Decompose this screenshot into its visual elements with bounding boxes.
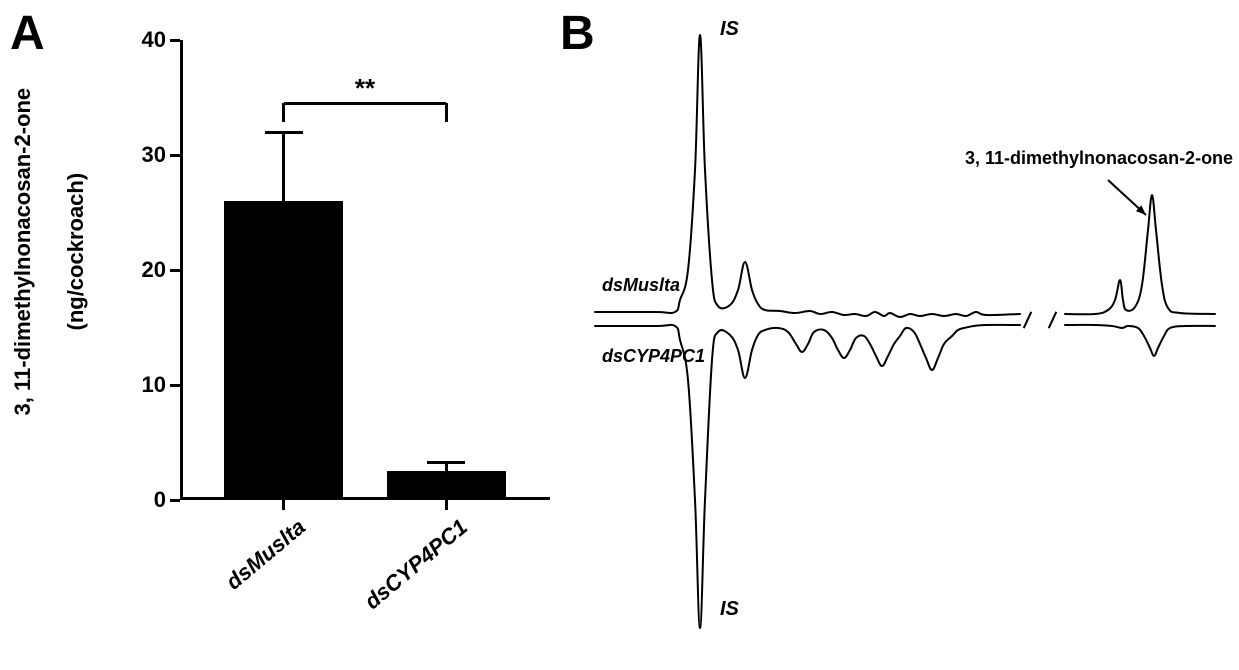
figure-root: A 3, 11-dimethylnonacosan-2-one (ng/cock… xyxy=(0,0,1239,670)
y-tick xyxy=(170,154,180,157)
axis-break-mark xyxy=(1049,312,1057,328)
y-tick-label: 40 xyxy=(142,27,166,53)
chromatogram-trace-bottom xyxy=(1065,325,1215,356)
panel-a-label: A xyxy=(10,6,45,61)
x-tick-label: dsCYP4PC1 xyxy=(349,514,473,624)
significance-bracket xyxy=(282,103,285,121)
y-tick xyxy=(170,499,180,502)
y-tick-label: 30 xyxy=(142,142,166,168)
axis-break-mark xyxy=(1024,312,1032,328)
bar xyxy=(224,201,342,497)
is-label-bottom: IS xyxy=(720,598,739,621)
x-tick xyxy=(445,500,448,510)
x-tick-label: dsMuslta xyxy=(186,514,310,624)
significance-label: ** xyxy=(350,73,380,104)
y-tick-label: 10 xyxy=(142,372,166,398)
y-tick xyxy=(170,269,180,272)
chromatogram-trace-top xyxy=(1065,195,1215,314)
y-axis-label-line1: 3, 11-dimethylnonacosan-2-one xyxy=(10,88,35,416)
trace-label-top: dsMuslta xyxy=(602,275,680,296)
bar-chart-panel: 3, 11-dimethylnonacosan-2-one (ng/cockro… xyxy=(50,20,590,640)
y-tick-label: 0 xyxy=(154,487,166,513)
chromatogram-trace-bottom xyxy=(595,325,1020,628)
chromatogram-panel: dsMuslta dsCYP4PC1 IS IS 3, 11-dimethyln… xyxy=(560,0,1239,640)
chromatogram-svg xyxy=(560,0,1239,640)
bar xyxy=(387,471,505,497)
y-axis-line xyxy=(180,40,183,500)
y-axis-label-line2: (ng/cockroach) xyxy=(63,173,88,331)
x-tick xyxy=(282,500,285,510)
x-axis-line xyxy=(180,497,550,500)
errorbar-cap xyxy=(265,131,303,134)
is-label-top: IS xyxy=(720,18,739,41)
trace-label-bottom: dsCYP4PC1 xyxy=(602,346,705,367)
errorbar-cap xyxy=(427,461,465,464)
significance-bracket xyxy=(445,103,448,121)
bar-chart-plot-area: 010203040dsMusltadsCYP4PC1** xyxy=(180,40,550,500)
y-tick xyxy=(170,384,180,387)
y-axis-label: 3, 11-dimethylnonacosan-2-one (ng/cockro… xyxy=(0,88,116,452)
y-tick xyxy=(170,39,180,42)
compound-annotation: 3, 11-dimethylnonacosan-2-one xyxy=(965,148,1233,169)
y-tick-label: 20 xyxy=(142,257,166,283)
errorbar-stem xyxy=(282,132,285,201)
